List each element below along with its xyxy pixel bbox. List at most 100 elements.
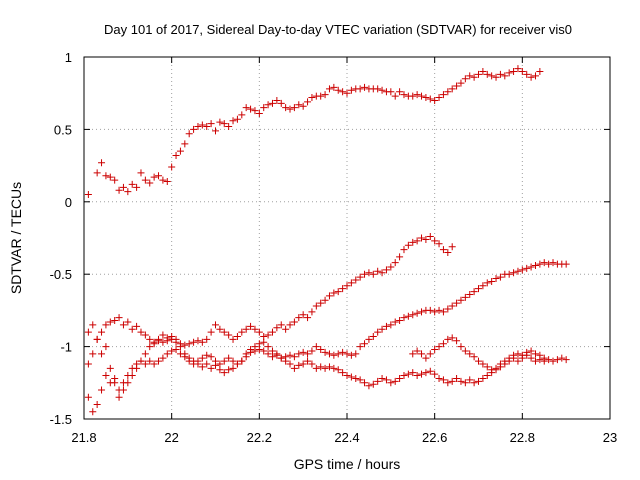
data-point	[321, 364, 329, 372]
data-point	[282, 325, 290, 333]
data-point	[404, 312, 412, 320]
data-point	[190, 357, 198, 365]
data-point	[475, 357, 482, 365]
data-point	[295, 361, 303, 369]
data-point	[396, 374, 404, 382]
data-point	[325, 85, 333, 93]
data-point	[137, 328, 145, 336]
data-point	[527, 347, 535, 355]
data-point	[102, 321, 110, 329]
data-point	[352, 374, 360, 382]
data-point	[159, 338, 167, 346]
data-point	[387, 263, 395, 271]
data-point	[418, 350, 426, 358]
x-tick-label: 21.8	[71, 430, 96, 445]
data-point	[536, 260, 544, 268]
data-point	[98, 328, 106, 336]
data-point	[356, 85, 364, 93]
data-point	[146, 179, 154, 187]
data-point	[141, 176, 149, 184]
data-point	[225, 123, 233, 131]
data-point	[317, 345, 325, 353]
data-point	[264, 350, 272, 358]
data-point	[496, 360, 504, 368]
data-point	[273, 96, 281, 104]
data-point	[444, 88, 452, 96]
data-point	[418, 234, 426, 242]
series-short-track	[409, 334, 548, 374]
data-point	[553, 356, 561, 364]
data-point	[194, 337, 202, 345]
data-point	[352, 350, 360, 358]
data-point	[461, 293, 469, 301]
data-point	[396, 253, 404, 261]
data-point	[207, 364, 215, 372]
data-point	[365, 335, 373, 343]
series-upper-track	[84, 65, 544, 199]
data-point	[562, 356, 570, 364]
data-point	[453, 337, 461, 345]
y-axis-label: SDTVAR / TECUs	[8, 182, 24, 294]
data-point	[155, 172, 163, 180]
data-point	[387, 379, 395, 387]
data-point	[461, 75, 469, 83]
x-tick-label: 22.4	[334, 430, 359, 445]
data-point	[119, 386, 127, 394]
data-point	[185, 130, 193, 138]
data-point	[492, 275, 500, 283]
data-point	[299, 311, 307, 319]
data-point	[185, 354, 193, 362]
data-point	[501, 357, 509, 365]
data-point	[268, 99, 276, 107]
data-point	[260, 104, 268, 112]
data-point	[163, 334, 171, 342]
data-point	[317, 299, 325, 307]
data-point	[514, 357, 522, 365]
data-point	[531, 262, 539, 270]
data-point	[141, 360, 149, 368]
data-point	[439, 340, 447, 348]
data-point	[558, 354, 566, 362]
data-point	[352, 276, 360, 284]
data-point	[212, 321, 219, 329]
data-point	[404, 370, 412, 378]
data-point	[479, 374, 487, 382]
data-point	[124, 318, 132, 326]
data-point	[413, 237, 421, 245]
data-point	[382, 376, 390, 384]
series-lower-track-a	[84, 345, 570, 416]
data-point	[339, 369, 347, 377]
data-point	[422, 94, 430, 102]
data-point	[457, 79, 465, 87]
data-markers	[84, 65, 570, 416]
data-point	[378, 269, 386, 277]
data-point	[325, 363, 333, 371]
data-point	[242, 104, 250, 112]
data-point	[527, 73, 535, 81]
data-point	[466, 376, 474, 384]
x-tick-label: 22.2	[247, 430, 272, 445]
data-point	[409, 350, 417, 358]
data-point	[343, 282, 351, 290]
data-point	[400, 372, 408, 380]
data-point	[325, 292, 333, 300]
data-point	[102, 343, 110, 351]
data-point	[220, 120, 228, 128]
data-point	[413, 372, 421, 380]
data-point	[444, 305, 452, 313]
data-point	[181, 341, 189, 349]
data-point	[321, 348, 329, 356]
data-point	[238, 357, 246, 365]
data-point	[536, 351, 544, 359]
data-point	[84, 360, 92, 368]
data-point	[418, 92, 426, 100]
data-point	[527, 263, 535, 271]
data-point	[308, 360, 316, 368]
data-point	[466, 290, 474, 298]
data-point	[308, 94, 316, 102]
data-point	[282, 353, 290, 361]
data-point	[308, 347, 316, 355]
y-tick-label: -0.5	[50, 267, 72, 282]
y-tick-label: -1.5	[50, 412, 72, 427]
